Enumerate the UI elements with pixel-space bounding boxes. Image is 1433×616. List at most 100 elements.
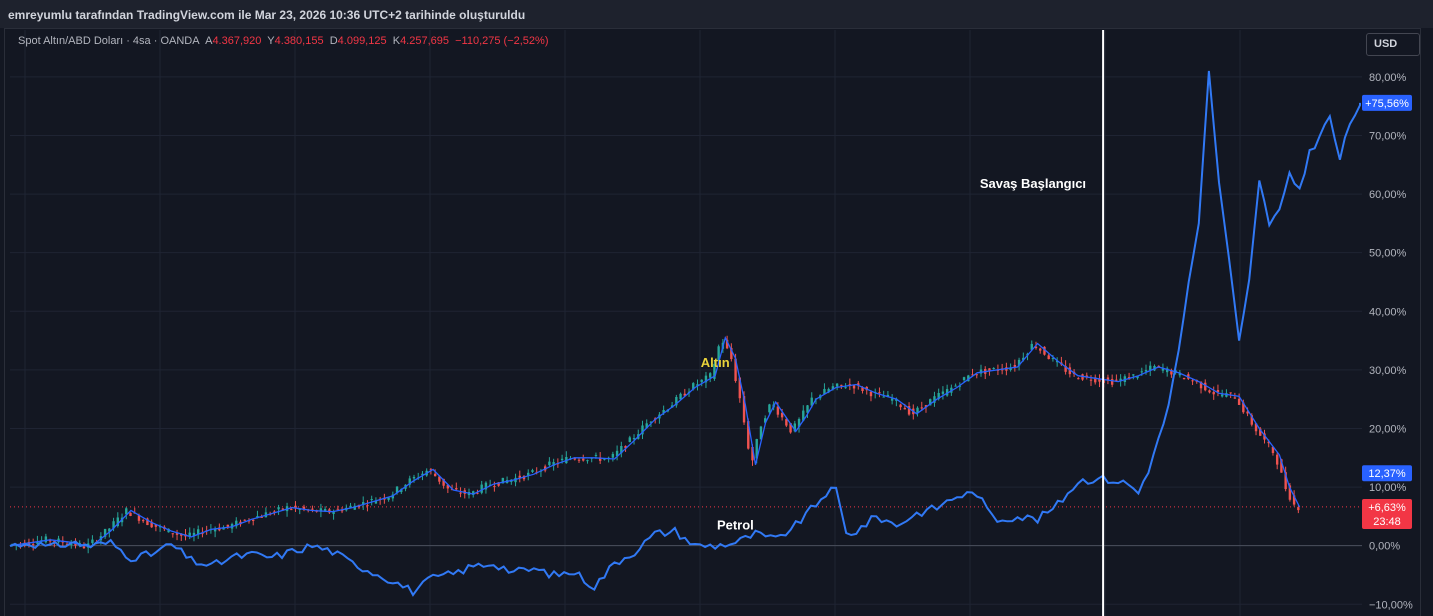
- candle-body: [632, 438, 636, 440]
- candle-body: [150, 521, 153, 528]
- candle-body: [518, 475, 521, 479]
- candle-body: [742, 396, 746, 423]
- candle-body: [954, 385, 957, 387]
- candle-body: [1132, 374, 1135, 376]
- candle-body: [1085, 375, 1088, 377]
- candle-body: [560, 458, 564, 461]
- candle-body: [1034, 346, 1038, 349]
- candle-body: [281, 508, 285, 510]
- candle-body: [1271, 446, 1275, 454]
- candle-body: [958, 385, 962, 387]
- candle-body: [91, 539, 94, 544]
- gold-moving-line: [9, 335, 1301, 548]
- candle-body: [890, 398, 894, 401]
- candle-body: [137, 515, 141, 521]
- candle-body: [497, 482, 500, 486]
- candle-body: [171, 533, 175, 535]
- candle-body: [586, 460, 589, 462]
- candle-body: [1140, 371, 1143, 373]
- candle-body: [577, 459, 581, 461]
- candle-body: [725, 339, 729, 349]
- candle-body: [933, 396, 936, 403]
- y-tick-label: 60,00%: [1369, 189, 1407, 201]
- candle-body: [1009, 368, 1012, 370]
- candle-body: [848, 384, 852, 386]
- candle-body: [82, 546, 86, 549]
- candle-body: [353, 505, 356, 510]
- candle-body: [302, 506, 306, 510]
- candle-body: [755, 438, 758, 459]
- candle-body: [1237, 398, 1241, 405]
- candle-body: [700, 379, 703, 382]
- candle-body: [920, 407, 923, 409]
- candle-body: [141, 520, 145, 522]
- y-tick-label: 50,00%: [1369, 248, 1407, 260]
- candle-body: [429, 469, 433, 471]
- candle-body: [1094, 377, 1097, 383]
- symbol-legend: Spot Altın/ABD Doları · 4sa · OANDA A4.3…: [18, 35, 549, 47]
- candle-body: [831, 386, 835, 390]
- low-label: D: [329, 35, 338, 47]
- candle-body: [907, 406, 911, 415]
- candle-body: [641, 425, 644, 435]
- candle-body: [1106, 377, 1110, 380]
- candle-body: [573, 458, 576, 460]
- candle-body: [1199, 381, 1203, 389]
- candle-body: [501, 477, 505, 484]
- y-tick-label: 70,00%: [1369, 130, 1407, 142]
- candle-body: [1115, 379, 1118, 381]
- candle-body: [751, 446, 754, 461]
- candle-body: [374, 500, 378, 504]
- candle-body: [886, 394, 890, 397]
- candle-body: [763, 418, 767, 423]
- candle-body: [785, 419, 788, 426]
- candle-body: [1055, 360, 1059, 363]
- candle-body: [835, 383, 839, 387]
- candle-body: [924, 405, 928, 408]
- candle-body: [1165, 368, 1169, 373]
- candle-body: [1267, 441, 1270, 444]
- candle-body: [1212, 392, 1215, 395]
- candle-body: [1098, 378, 1101, 382]
- candle-body: [582, 458, 585, 461]
- y-tick-label: 40,00%: [1369, 306, 1407, 318]
- candle-body: [213, 529, 217, 532]
- candle-body: [945, 389, 949, 396]
- candle-body: [175, 533, 179, 535]
- candle-body: [252, 519, 255, 521]
- low-value: 4.099,125: [337, 35, 387, 47]
- candle-body: [1144, 370, 1148, 372]
- candle-body: [827, 389, 830, 393]
- candle-body: [1161, 368, 1165, 371]
- candle-body: [971, 374, 974, 376]
- candle-body: [840, 384, 843, 386]
- candle-body: [1284, 472, 1287, 490]
- candle-body: [235, 520, 238, 527]
- y-tick-label: −10,00%: [1369, 599, 1413, 611]
- close-label: K: [392, 35, 401, 47]
- candle-body: [628, 437, 631, 443]
- candle-body: [44, 536, 48, 543]
- gold-end-badge-countdown: 23:48: [1373, 516, 1401, 528]
- candle-body: [810, 397, 813, 406]
- oil-line: [9, 70, 1361, 597]
- candle-body: [937, 392, 940, 399]
- candle-body: [70, 543, 73, 545]
- candle-body: [967, 375, 970, 382]
- candle-body: [861, 387, 864, 391]
- candle-body: [31, 544, 35, 546]
- candle-body: [480, 484, 483, 493]
- candle-body: [531, 470, 534, 472]
- candle-body: [1246, 411, 1249, 414]
- currency-button[interactable]: USD: [1366, 33, 1420, 56]
- candle-body: [1229, 392, 1232, 394]
- candle-body: [1047, 355, 1050, 360]
- candle-body: [713, 363, 716, 379]
- open-label: A: [205, 35, 213, 47]
- candle-body: [747, 421, 750, 449]
- candle-body: [624, 445, 627, 449]
- candle-body: [260, 516, 263, 518]
- chart-credit: emreyumlu tarafından TradingView.com ile…: [8, 8, 526, 22]
- candle-body: [1068, 367, 1072, 375]
